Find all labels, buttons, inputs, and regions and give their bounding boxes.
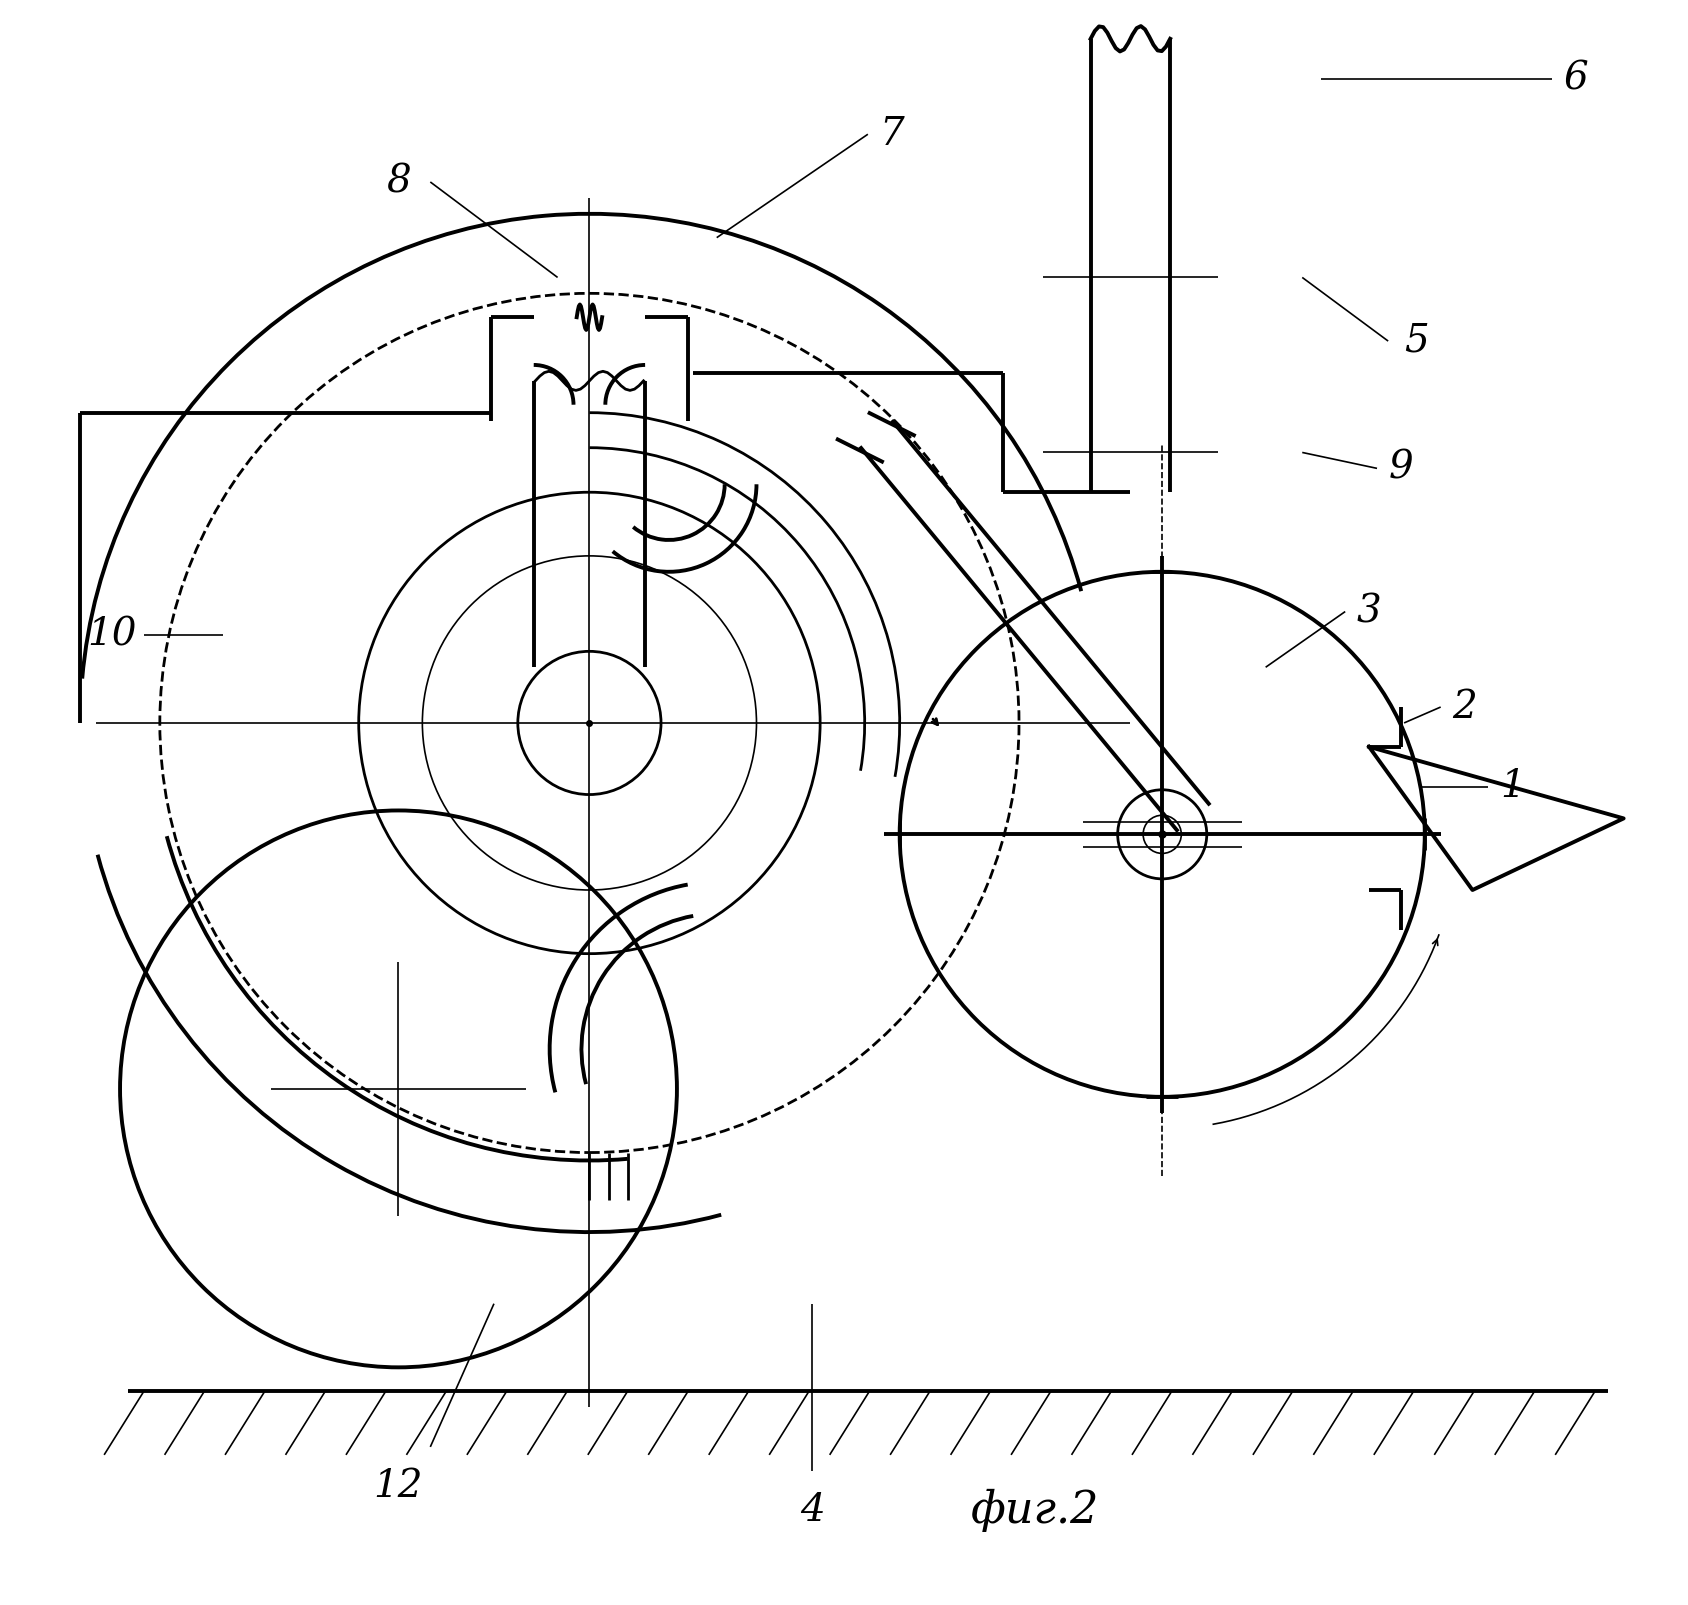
Text: 8: 8 — [387, 164, 410, 201]
Text: 7: 7 — [879, 116, 905, 152]
Text: 3: 3 — [1357, 594, 1381, 631]
Text: 5: 5 — [1404, 323, 1430, 360]
Text: 6: 6 — [1563, 59, 1588, 96]
Text: 2: 2 — [1452, 689, 1477, 725]
Text: 4: 4 — [800, 1493, 824, 1530]
Text: 1: 1 — [1501, 769, 1524, 806]
Text: 10: 10 — [88, 616, 137, 653]
Text: 9: 9 — [1389, 449, 1413, 486]
Text: 12: 12 — [373, 1469, 424, 1505]
Text: фиг.2: фиг.2 — [971, 1489, 1099, 1533]
